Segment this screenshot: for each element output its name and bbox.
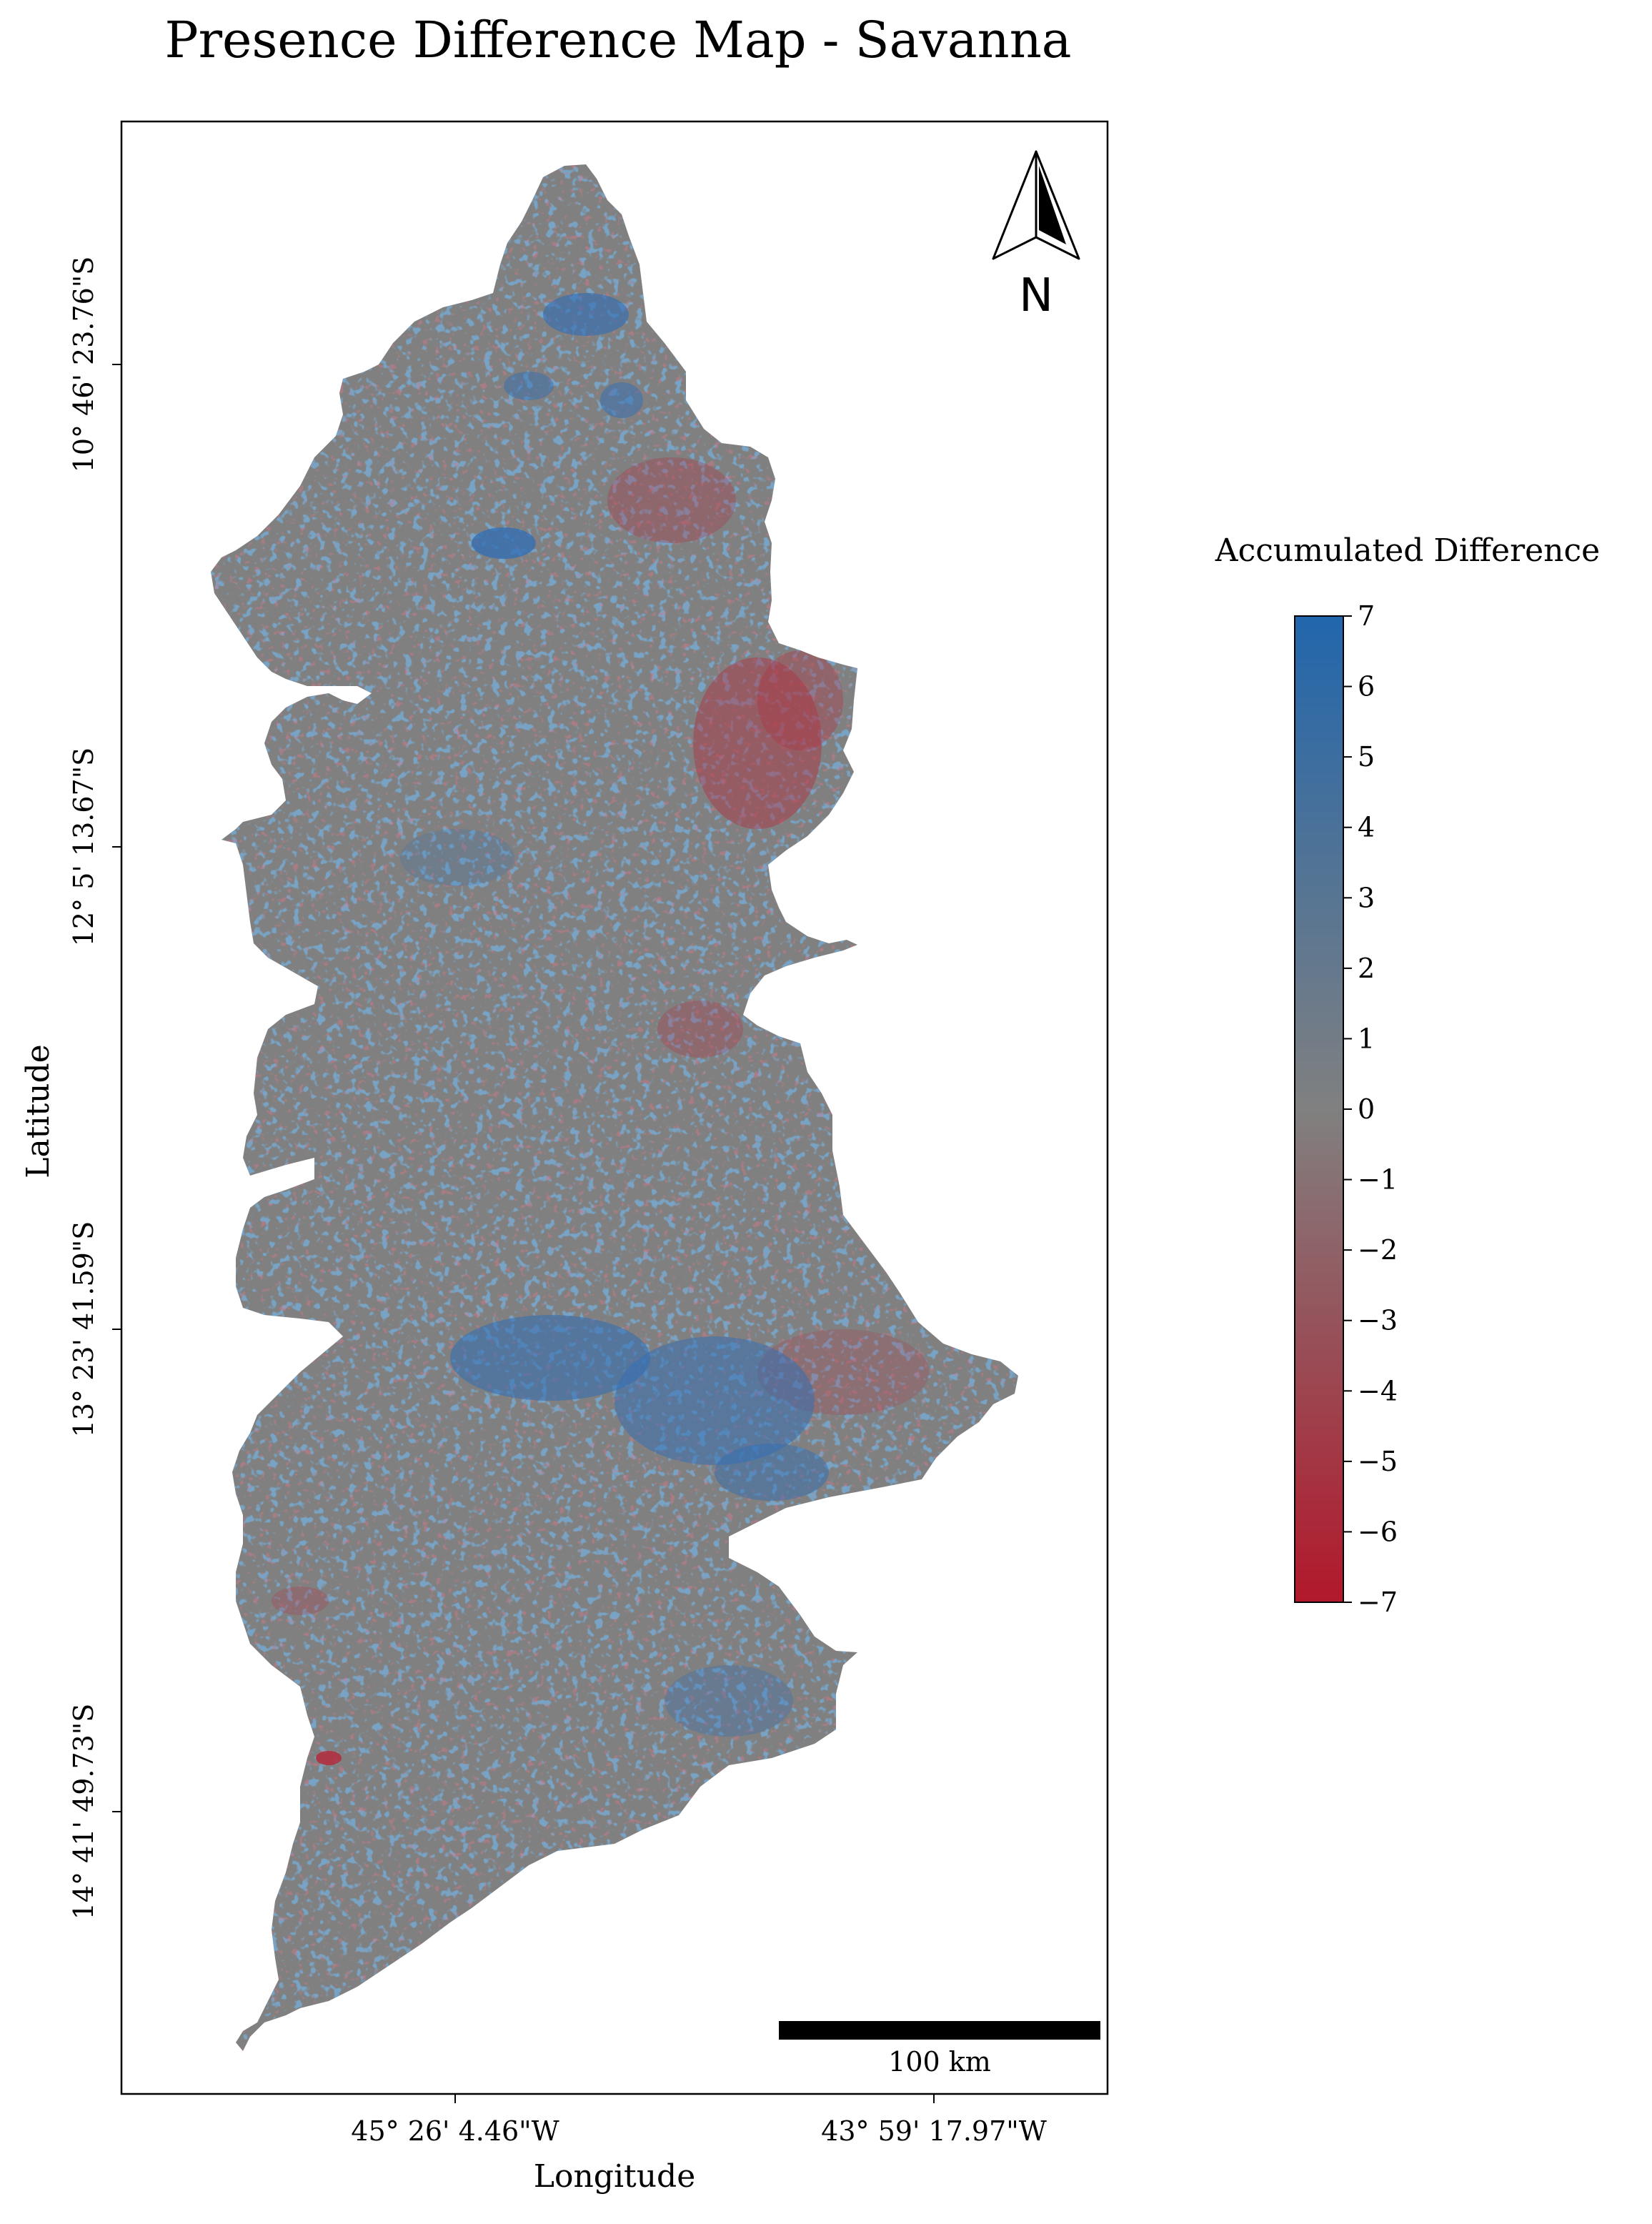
- x-axis: 45° 26' 4.46"W 43° 59' 17.97"W Longitude: [351, 2094, 1047, 2195]
- x-axis-label: Longitude: [534, 2158, 696, 2195]
- colorbar-tick-label: 7: [1358, 600, 1375, 632]
- north-arrow-letter: N: [1019, 269, 1053, 322]
- colorbar-tick-label: 0: [1358, 1093, 1375, 1125]
- colorbar-label: Accumulated Difference: [1215, 532, 1600, 569]
- x-tick-label: 45° 26' 4.46"W: [351, 2115, 559, 2147]
- scale-bar-label: 100 km: [888, 2046, 991, 2077]
- colorbar-tick-label: 5: [1358, 741, 1375, 773]
- colorbar-tick-label: 3: [1358, 882, 1375, 913]
- y-tick-label: 14° 41' 49.73"S: [68, 1704, 99, 1920]
- y-axis: 10° 46' 23.76"S 12° 5' 13.67"S 13° 23' 4…: [20, 257, 121, 1920]
- colorbar: Accumulated Difference 7 6 5 4 3 2 1 0 −1 −2 −3 −4 −…: [1215, 532, 1600, 1618]
- colorbar-tick-label: −1: [1358, 1164, 1398, 1196]
- colorbar-tick-label: 4: [1358, 812, 1375, 843]
- x-tick-label: 43° 59' 17.97"W: [821, 2115, 1047, 2147]
- y-tick-label: 12° 5' 13.67"S: [68, 748, 99, 946]
- positive-difference-areas: [400, 293, 829, 1737]
- chart-title: Presence Difference Map - Savanna: [164, 11, 1071, 69]
- colorbar-tick-label: −5: [1358, 1446, 1398, 1477]
- negative-difference-areas: [272, 457, 929, 1765]
- colorbar-ticks: 7 6 5 4 3 2 1 0 −1 −2 −3 −4 −5 −6 −7: [1343, 600, 1398, 1618]
- colorbar-tick-label: −7: [1358, 1587, 1398, 1618]
- colorbar-tick-label: −3: [1358, 1305, 1398, 1336]
- colorbar-gradient: [1294, 615, 1344, 1603]
- scale-bar-line: [779, 2021, 1100, 2040]
- colorbar-tick-label: 6: [1358, 671, 1375, 703]
- colorbar-tick-label: 2: [1358, 953, 1375, 984]
- y-tick-label: 10° 46' 23.76"S: [68, 257, 99, 473]
- north-arrow: N: [992, 150, 1080, 322]
- colorbar-tick-label: −6: [1358, 1516, 1398, 1547]
- colorbar-tick-label: −2: [1358, 1234, 1398, 1266]
- colorbar-tick-label: 1: [1358, 1023, 1375, 1054]
- colorbar-tick-label: −4: [1358, 1375, 1398, 1406]
- scale-bar: 100 km: [779, 2021, 1100, 2077]
- y-tick-label: 13° 23' 41.59"S: [68, 1221, 99, 1438]
- y-axis-label: Latitude: [20, 1044, 56, 1178]
